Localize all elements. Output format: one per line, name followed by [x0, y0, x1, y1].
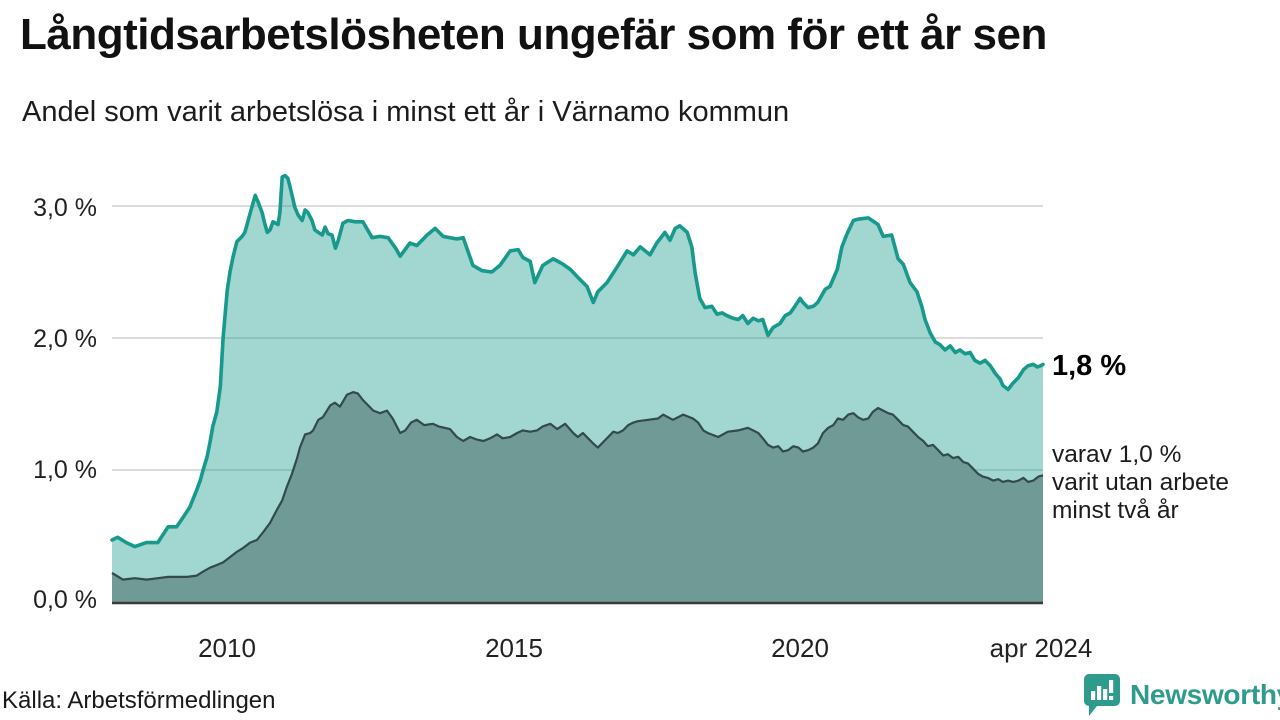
line-min-one-year	[110, 173, 1045, 549]
brand-wordmark: Newsworthy	[1130, 679, 1280, 710]
page-title: Långtidsarbetslösheten ungefär som för e…	[20, 10, 1047, 59]
series-end-value-label: 1,8 %	[1052, 350, 1127, 382]
x-tick-label-2020: 2020	[771, 633, 829, 663]
page-subtitle: Andel som varit arbetslösa i minst ett å…	[22, 96, 790, 128]
x-tick-label-2010: 2010	[198, 633, 256, 663]
area-fill-min-two-years	[112, 392, 1043, 602]
x-tick-label-2015: 2015	[485, 633, 543, 663]
y-tick-label-2: 2,0 %	[33, 325, 97, 353]
y-tick-label-0: 0,0 %	[33, 586, 97, 614]
secondary-annotation-line-2: varit utan arbete	[1052, 469, 1230, 496]
y-tick-label-3: 3,0 %	[33, 194, 97, 222]
secondary-annotation-line-1: varav 1,0 %	[1052, 441, 1182, 468]
newsworthy-speech-bubble-icon	[1084, 674, 1120, 716]
brand-logo: Newsworthy	[1082, 672, 1280, 718]
source-credit: Källa: Arbetsförmedlingen	[2, 687, 276, 714]
secondary-annotation-line-3: minst två år	[1052, 497, 1179, 524]
line-min-two-years	[111, 391, 1044, 581]
x-tick-label-apr-2024: apr 2024	[989, 633, 1093, 663]
y-tick-label-1: 1,0 %	[33, 456, 97, 484]
